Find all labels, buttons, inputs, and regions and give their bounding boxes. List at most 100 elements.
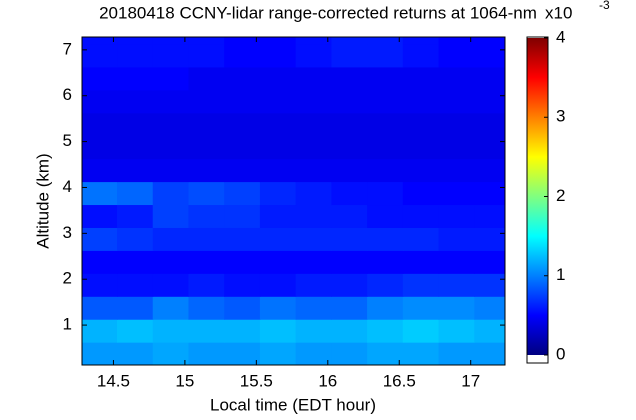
x-axis-label: Local time (EDT hour)	[210, 395, 376, 414]
heatmap-cell	[188, 112, 225, 137]
heatmap-cell	[402, 112, 440, 137]
heatmap-cell	[438, 158, 475, 183]
heatmap-cell	[402, 296, 440, 320]
heatmap-cell	[259, 204, 297, 228]
heatmap-cell	[474, 250, 505, 274]
heatmap-cell	[224, 181, 261, 206]
heatmap-cell	[259, 43, 297, 68]
heatmap-cell	[331, 296, 368, 320]
heatmap-cell	[224, 135, 261, 160]
heatmap-cell	[474, 135, 505, 160]
heatmap-cell	[224, 296, 261, 320]
heatmap-cell	[295, 89, 332, 114]
heatmap-cell	[117, 66, 154, 91]
heatmap-cell	[295, 227, 332, 251]
y-tick-label: 6	[63, 85, 72, 104]
heatmap-cell	[367, 135, 404, 160]
heatmap-cell	[474, 43, 505, 68]
heatmap-cell	[367, 227, 404, 251]
heatmap-cell	[224, 43, 261, 68]
heatmap-cell	[224, 158, 261, 183]
heatmap-cell	[259, 37, 297, 45]
heatmap-cell	[188, 204, 225, 228]
heatmap-cell	[402, 227, 440, 251]
heatmap-cell	[117, 342, 154, 365]
heatmap-cell	[367, 273, 404, 297]
heatmap-cell	[82, 43, 118, 68]
heatmap-cell	[474, 66, 505, 91]
heatmap-cell	[188, 227, 225, 251]
heatmap-cell	[117, 181, 154, 206]
heatmap-cell	[438, 66, 475, 91]
heatmap-cell	[188, 43, 225, 68]
heatmap-cell	[259, 227, 297, 251]
heatmap-cell	[331, 158, 368, 183]
heatmap-cell	[82, 319, 118, 343]
heatmap-cell	[188, 319, 225, 343]
heatmap-cell	[259, 181, 297, 206]
heatmap-cell	[367, 66, 404, 91]
heatmap-cell	[474, 273, 505, 297]
heatmap-cell	[295, 37, 332, 45]
heatmap-cell	[367, 296, 404, 320]
x-tick-label: 16.5	[383, 371, 416, 390]
heatmap-cell	[331, 342, 368, 365]
chart-title: 20180418 CCNY-lidar range-corrected retu…	[99, 3, 537, 22]
heatmap-cell	[82, 181, 118, 206]
y-axis-label: Altitude (km)	[33, 153, 52, 248]
heatmap-cell	[117, 37, 154, 45]
heatmap-cell	[82, 89, 118, 114]
heatmap-cell	[438, 250, 475, 274]
heatmap-cell	[367, 250, 404, 274]
heatmap-cell	[152, 112, 190, 137]
y-tick-label: 4	[63, 177, 72, 196]
x-tick-label: 14.5	[97, 371, 130, 390]
heatmap-cell	[117, 273, 154, 297]
heatmap-cell	[367, 204, 404, 228]
heatmap-cell	[295, 112, 332, 137]
heatmap-cell	[117, 89, 154, 114]
heatmap-cell	[82, 66, 118, 91]
heatmap-cell	[438, 43, 475, 68]
heatmap-cell	[295, 273, 332, 297]
x-tick-label: 15	[175, 371, 194, 390]
heatmap-cell	[152, 43, 190, 68]
heatmap-cell	[367, 112, 404, 137]
heatmap-cell	[331, 181, 368, 206]
heatmap-cell	[152, 227, 190, 251]
y-tick-label: 3	[63, 223, 72, 242]
heatmap-cell	[259, 158, 297, 183]
heatmap-cell	[152, 273, 190, 297]
heatmap-cell	[402, 342, 440, 365]
heatmap-cell	[82, 296, 118, 320]
colorbar-multiplier: x10	[545, 3, 572, 22]
heatmap-cell	[259, 342, 297, 365]
heatmap-cell	[259, 89, 297, 114]
heatmap-cell	[474, 296, 505, 320]
heatmap-cell	[152, 296, 190, 320]
heatmap-cell	[367, 37, 404, 45]
heatmap-cell	[331, 66, 368, 91]
heatmap-cell	[188, 342, 225, 365]
heatmap-cell	[402, 273, 440, 297]
heatmap-cell	[152, 158, 190, 183]
heatmap-cell	[474, 227, 505, 251]
heatmap-cell	[402, 135, 440, 160]
heatmap-cell	[152, 135, 190, 160]
heatmap-cell	[331, 319, 368, 343]
heatmap-cell	[117, 43, 154, 68]
heatmap-cell	[224, 89, 261, 114]
heatmap-cell	[402, 319, 440, 343]
heatmap-cell	[295, 204, 332, 228]
heatmap-cell	[295, 342, 332, 365]
heatmap-cell	[82, 227, 118, 251]
heatmap-cell	[117, 112, 154, 137]
y-tick-label: 5	[63, 131, 72, 150]
heatmap-cell	[152, 250, 190, 274]
heatmap	[82, 37, 505, 365]
heatmap-cell	[295, 250, 332, 274]
y-tick-label: 2	[63, 269, 72, 288]
heatmap-cell	[438, 342, 475, 365]
heatmap-cell	[152, 89, 190, 114]
heatmap-cell	[188, 273, 225, 297]
